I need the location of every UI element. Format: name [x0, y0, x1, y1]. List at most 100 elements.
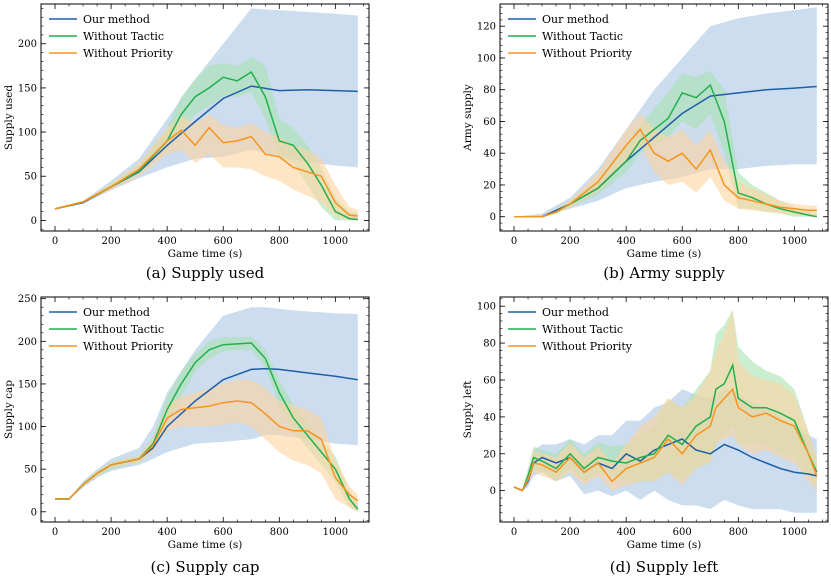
y-tick-label: 60	[483, 375, 496, 386]
y-axis-label: Supply left	[462, 380, 474, 438]
x-tick-label: 1000	[782, 527, 807, 538]
line-priority	[514, 128, 817, 218]
x-tick-label: 200	[561, 236, 580, 247]
line-our	[513, 438, 817, 492]
chart-caption: (c) Supply cap	[151, 558, 260, 576]
axes-frame	[499, 3, 829, 232]
legend-label-our: Our method	[542, 306, 609, 319]
x-tick-label: 400	[158, 236, 177, 247]
plot-area	[54, 8, 358, 221]
y-tick-label: 60	[483, 117, 496, 128]
x-axis-label: Game time (s)	[627, 539, 702, 551]
band-tactic	[514, 309, 817, 491]
band-priority	[55, 114, 358, 221]
plot-area	[514, 7, 817, 218]
chart-d: 0 200 400 600 800 1000 0 20 40 60 80 100 Game time (…	[462, 296, 829, 576]
x-tick-label: 200	[561, 527, 580, 538]
x-tick-label: 800	[270, 527, 289, 538]
y-tick-label: 20	[483, 449, 496, 460]
y-tick-label: 150	[18, 83, 37, 94]
chart-caption: (b) Army supply	[603, 264, 725, 282]
y-tick-label: 0	[31, 216, 37, 227]
x-tick-label: 0	[52, 236, 58, 247]
chart-caption: (a) Supply used	[146, 264, 265, 282]
y-tick-label: 100	[477, 302, 496, 313]
x-tick-label: 200	[102, 527, 121, 538]
y-axis-label: Supply cap	[3, 380, 15, 439]
x-tick-label: 400	[617, 527, 636, 538]
chart-b: 0 200 400 600 800 1000 0 20 40 60 80 100 120 Game tim…	[462, 3, 829, 282]
legend-label-priority: Without Priority	[542, 340, 633, 353]
line-tactic	[513, 362, 818, 492]
chart-caption: (d) Supply left	[610, 558, 719, 576]
x-tick-label: 0	[511, 527, 517, 538]
y-tick-label: 120	[477, 22, 496, 33]
line-priority	[54, 126, 358, 217]
legend-label-tactic: Without Tactic	[542, 30, 623, 43]
legend: Our method Without Tactic Without Priority	[508, 13, 633, 60]
x-tick-label: 800	[729, 236, 748, 247]
y-tick-label: 250	[18, 294, 37, 305]
x-axis-label: Game time (s)	[168, 539, 243, 551]
x-tick-label: 400	[617, 236, 636, 247]
band-our	[55, 8, 358, 209]
x-tick-label: 1000	[323, 236, 348, 247]
axes-frame	[40, 3, 370, 232]
band-priority	[514, 309, 817, 491]
line-priority	[55, 400, 359, 502]
x-tick-label: 200	[102, 236, 121, 247]
y-tick-label: 150	[18, 379, 37, 390]
x-axis-label: Game time (s)	[627, 248, 702, 260]
x-tick-label: 600	[214, 527, 233, 538]
legend-label-our: Our method	[542, 13, 609, 26]
legend-label-priority: Without Priority	[83, 47, 174, 60]
legend-label-tactic: Without Tactic	[83, 30, 164, 43]
legend-label-tactic: Without Tactic	[542, 323, 623, 336]
line-tactic	[514, 83, 817, 218]
legend-label-priority: Without Priority	[542, 47, 633, 60]
band-tactic	[514, 70, 817, 217]
y-tick-label: 40	[483, 149, 496, 160]
x-tick-label: 800	[729, 527, 748, 538]
x-tick-label: 400	[158, 527, 177, 538]
legend-label-priority: Without Priority	[83, 340, 174, 353]
line-tactic	[54, 70, 358, 221]
y-tick-label: 100	[18, 128, 37, 139]
band-priority	[55, 379, 358, 512]
legend-label-our: Our method	[83, 13, 150, 26]
y-tick-label: 0	[31, 507, 37, 518]
x-tick-label: 1000	[782, 236, 807, 247]
x-tick-label: 0	[511, 236, 517, 247]
legend: Our method Without Tactic Without Priority	[508, 306, 633, 353]
y-tick-label: 80	[483, 339, 496, 350]
y-tick-label: 100	[18, 422, 37, 433]
y-tick-label: 100	[477, 53, 496, 64]
y-tick-label: 50	[24, 465, 37, 476]
x-axis-label: Game time (s)	[168, 248, 243, 260]
y-tick-label: 200	[18, 39, 37, 50]
plot-area	[513, 309, 818, 513]
y-tick-label: 0	[490, 486, 496, 497]
y-tick-label: 0	[490, 212, 496, 223]
y-tick-label: 200	[18, 337, 37, 348]
x-tick-label: 1000	[323, 527, 348, 538]
x-tick-label: 0	[52, 527, 58, 538]
y-tick-label: 50	[24, 172, 37, 183]
legend: Our method Without Tactic Without Priority	[49, 306, 174, 353]
y-tick-label: 80	[483, 85, 496, 96]
band-priority	[514, 113, 817, 217]
y-axis-label: Army supply	[462, 84, 474, 152]
x-tick-label: 600	[214, 236, 233, 247]
x-tick-label: 800	[270, 236, 289, 247]
x-tick-label: 600	[673, 527, 692, 538]
y-tick-label: 20	[483, 180, 496, 191]
y-tick-label: 40	[483, 412, 496, 423]
chart-c: 0 200 400 600 800 1000 0 50 100 150 200 250 Game tim…	[3, 294, 370, 576]
legend-label-tactic: Without Tactic	[83, 323, 164, 336]
chart-a: 0 200 400 600 800 1000 0 50 100 150 200 Game time (…	[3, 3, 370, 282]
y-axis-label: Supply used	[3, 85, 15, 150]
plot-area	[55, 307, 359, 512]
x-tick-label: 600	[673, 236, 692, 247]
legend-label-our: Our method	[83, 306, 150, 319]
